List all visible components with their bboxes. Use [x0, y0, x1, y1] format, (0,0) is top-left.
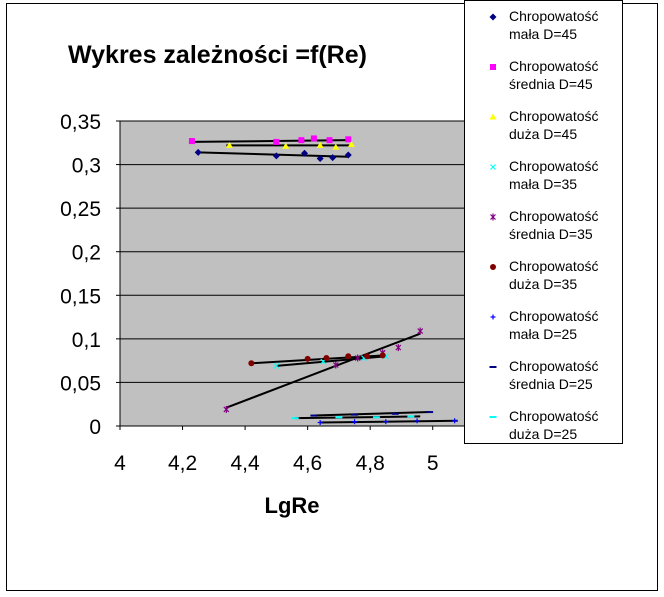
- legend-label: Chropowatość: [509, 408, 599, 424]
- data-point: [383, 419, 389, 425]
- data-markers: [188, 135, 458, 426]
- y-axis-ticks: 0 0,05 0,1 0,15 0,2 0,25 0,3 0,35: [60, 111, 120, 439]
- legend-label: Chropowatość: [509, 308, 599, 324]
- legend-label: duża D=35: [509, 276, 577, 292]
- x-tick-label: 4,8: [356, 452, 385, 475]
- legend-marker: [489, 13, 497, 21]
- data-point: [188, 138, 195, 145]
- legend-marker: [490, 164, 496, 170]
- data-point: [352, 419, 358, 425]
- trendline: [313, 411, 430, 417]
- data-point: [273, 138, 280, 145]
- legend-label: średnia D=25: [509, 376, 593, 392]
- trendline: [225, 332, 421, 409]
- data-point: [379, 352, 386, 359]
- y-tick-label: 0,2: [72, 242, 101, 265]
- legend-label: Chropowatość: [509, 208, 599, 224]
- y-tick-label: 0,05: [60, 372, 101, 395]
- legend-label: mała D=35: [509, 176, 577, 192]
- trendline: [295, 415, 421, 420]
- data-point: [223, 405, 230, 413]
- data-point: [414, 418, 420, 424]
- data-point: [282, 142, 290, 149]
- chart-title: Wykres zależności =f(Re): [68, 41, 367, 69]
- data-point: [298, 137, 305, 144]
- data-point: [345, 136, 352, 143]
- data-point: [304, 355, 311, 362]
- legend-marker: [489, 113, 497, 120]
- data-point: [323, 355, 330, 362]
- legend-label: mała D=45: [509, 26, 577, 42]
- data-point: [310, 135, 317, 142]
- data-point: [364, 353, 371, 360]
- legend-label: średnia D=35: [509, 226, 593, 242]
- data-point: [452, 418, 458, 424]
- legend-marker: [490, 213, 496, 221]
- data-point: [345, 353, 352, 360]
- legend-label: mała D=25: [509, 326, 577, 342]
- trendline: [191, 139, 349, 143]
- data-point: [316, 141, 324, 148]
- y-tick-label: 0: [89, 416, 101, 439]
- legend-box: [464, 0, 623, 444]
- x-tick-label: 4,4: [230, 452, 260, 475]
- data-point: [272, 152, 280, 160]
- data-point: [273, 362, 280, 369]
- y-tick-label: 0,25: [60, 198, 101, 221]
- data-point: [417, 327, 424, 335]
- x-tick-label: 4,2: [168, 452, 197, 475]
- legend-label: Chropowatość: [509, 108, 599, 124]
- data-point: [347, 141, 355, 148]
- data-point: [316, 154, 324, 162]
- data-point: [248, 360, 255, 367]
- y-tick-label: 0,15: [60, 285, 101, 308]
- x-tick-label: 4: [114, 452, 126, 475]
- trendline: [320, 419, 458, 424]
- x-axis-ticks: 4 4,2 4,4 4,6 4,8 5: [114, 426, 439, 475]
- x-tick-label: 4,6: [293, 452, 322, 475]
- trendline: [251, 354, 383, 365]
- y-tick-label: 0,1: [72, 329, 101, 352]
- data-point: [395, 344, 402, 352]
- data-point: [194, 148, 202, 156]
- legend-label: duża D=45: [509, 126, 577, 142]
- trendline: [198, 151, 349, 158]
- legend-label: Chropowatość: [509, 8, 599, 24]
- legend-label: Chropowatość: [509, 258, 599, 274]
- data-point: [344, 151, 352, 159]
- data-point: [225, 141, 233, 148]
- legend-label: duża D=25: [509, 426, 577, 442]
- data-point: [326, 137, 333, 144]
- data-point: [301, 149, 309, 157]
- legend-label: Chropowatość: [509, 158, 599, 174]
- trendlines: [191, 139, 458, 424]
- legend-label: Chropowatość: [509, 358, 599, 374]
- legend-marker: [490, 314, 496, 320]
- x-tick-label: 5: [427, 452, 439, 475]
- data-point: [332, 143, 340, 150]
- legend: Chropowatość mała D=45 Chropowatość średnia…: [464, 0, 623, 444]
- legend-marker: [490, 264, 496, 270]
- plot-area: [120, 121, 464, 426]
- data-point: [354, 354, 361, 362]
- data-point: [329, 154, 337, 162]
- y-tick-label: 0,35: [60, 111, 101, 134]
- y-tick-label: 0,3: [72, 155, 101, 178]
- legend-label: Chropowatość: [509, 58, 599, 74]
- x-axis-label: LgRe: [265, 493, 320, 518]
- data-point: [317, 420, 323, 426]
- legend-marker: [490, 64, 496, 70]
- data-point: [332, 361, 339, 369]
- legend-label: średnia D=45: [509, 76, 593, 92]
